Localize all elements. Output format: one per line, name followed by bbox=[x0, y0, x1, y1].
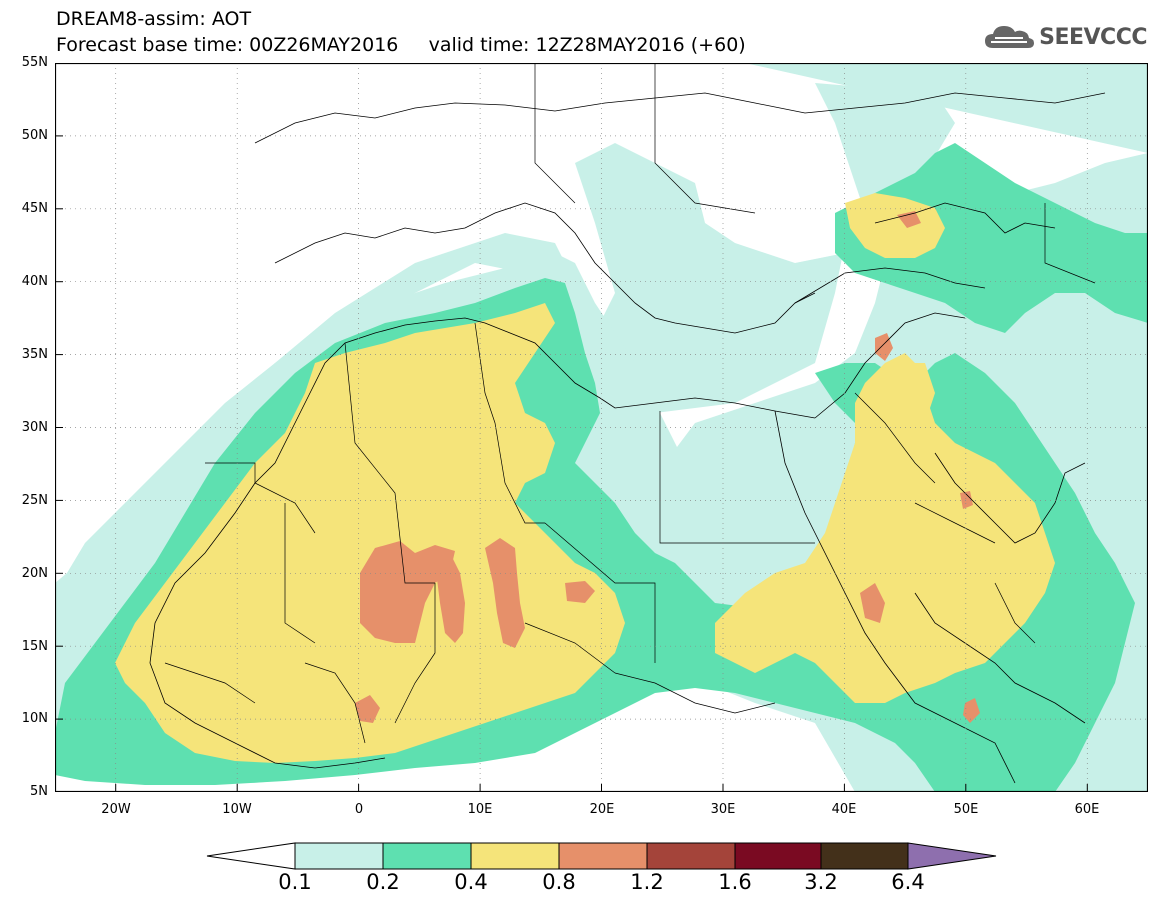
colorbar-label: 1.2 bbox=[630, 870, 664, 894]
colorbar-swatch bbox=[558, 842, 648, 870]
lat-label: 10N bbox=[21, 711, 48, 726]
lon-label: 20W bbox=[101, 802, 131, 817]
colorbar-swatch bbox=[294, 842, 384, 870]
aot-fields bbox=[55, 63, 1148, 792]
lon-label: 40E bbox=[831, 802, 857, 817]
lon-label: 10W bbox=[222, 802, 252, 817]
colorbar-label: 6.4 bbox=[891, 870, 925, 894]
lon-label: 30E bbox=[710, 802, 736, 817]
axis-ticks bbox=[55, 63, 1088, 792]
logo-text: SEEVCCC bbox=[1039, 24, 1147, 50]
lat-label: 15N bbox=[21, 639, 48, 654]
colorbar-label: 0.8 bbox=[542, 870, 576, 894]
colorbar-label: 1.6 bbox=[718, 870, 752, 894]
lat-label: 35N bbox=[21, 347, 48, 362]
lat-label: 45N bbox=[21, 201, 48, 216]
lon-label: 60E bbox=[1074, 802, 1100, 817]
colorbar-swatch bbox=[382, 842, 472, 870]
colorbar-arrow-high bbox=[907, 842, 997, 870]
lon-label: 20E bbox=[589, 802, 615, 817]
aot-layer-0.4 bbox=[115, 303, 625, 763]
colorbar-swatch bbox=[470, 842, 560, 870]
cloud-icon bbox=[985, 26, 1035, 48]
lat-label: 50N bbox=[21, 128, 48, 143]
colorbar-label: 0.2 bbox=[366, 870, 400, 894]
graticule bbox=[55, 63, 1148, 792]
lat-label: 40N bbox=[21, 274, 48, 289]
lat-label: 20N bbox=[21, 566, 48, 581]
colorbar-label: 0.4 bbox=[454, 870, 488, 894]
colorbar-label: 0.1 bbox=[278, 870, 312, 894]
plot-frame bbox=[55, 63, 1148, 792]
lat-label: 30N bbox=[21, 420, 48, 435]
lat-label: 55N bbox=[21, 55, 48, 70]
map-title: DREAM8-assim: AOT bbox=[56, 8, 252, 30]
colorbar-swatch bbox=[734, 842, 822, 870]
seevccc-logo: SEEVCCC bbox=[983, 22, 1147, 52]
colorbar-label: 3.2 bbox=[804, 870, 838, 894]
colorbar-arrow-low bbox=[206, 842, 296, 870]
colorbar-swatch bbox=[820, 842, 909, 870]
aot-map bbox=[55, 63, 1148, 792]
colorbar-swatch bbox=[646, 842, 736, 870]
lon-label: 0 bbox=[354, 802, 364, 817]
lon-label: 10E bbox=[467, 802, 493, 817]
forecast-time-subtitle: Forecast base time: 00Z26MAY2016 valid t… bbox=[56, 34, 746, 56]
lat-label: 5N bbox=[30, 784, 48, 799]
aot-layer-0.8 bbox=[360, 541, 455, 643]
lat-label: 25N bbox=[21, 493, 48, 508]
lon-label: 50E bbox=[953, 802, 979, 817]
